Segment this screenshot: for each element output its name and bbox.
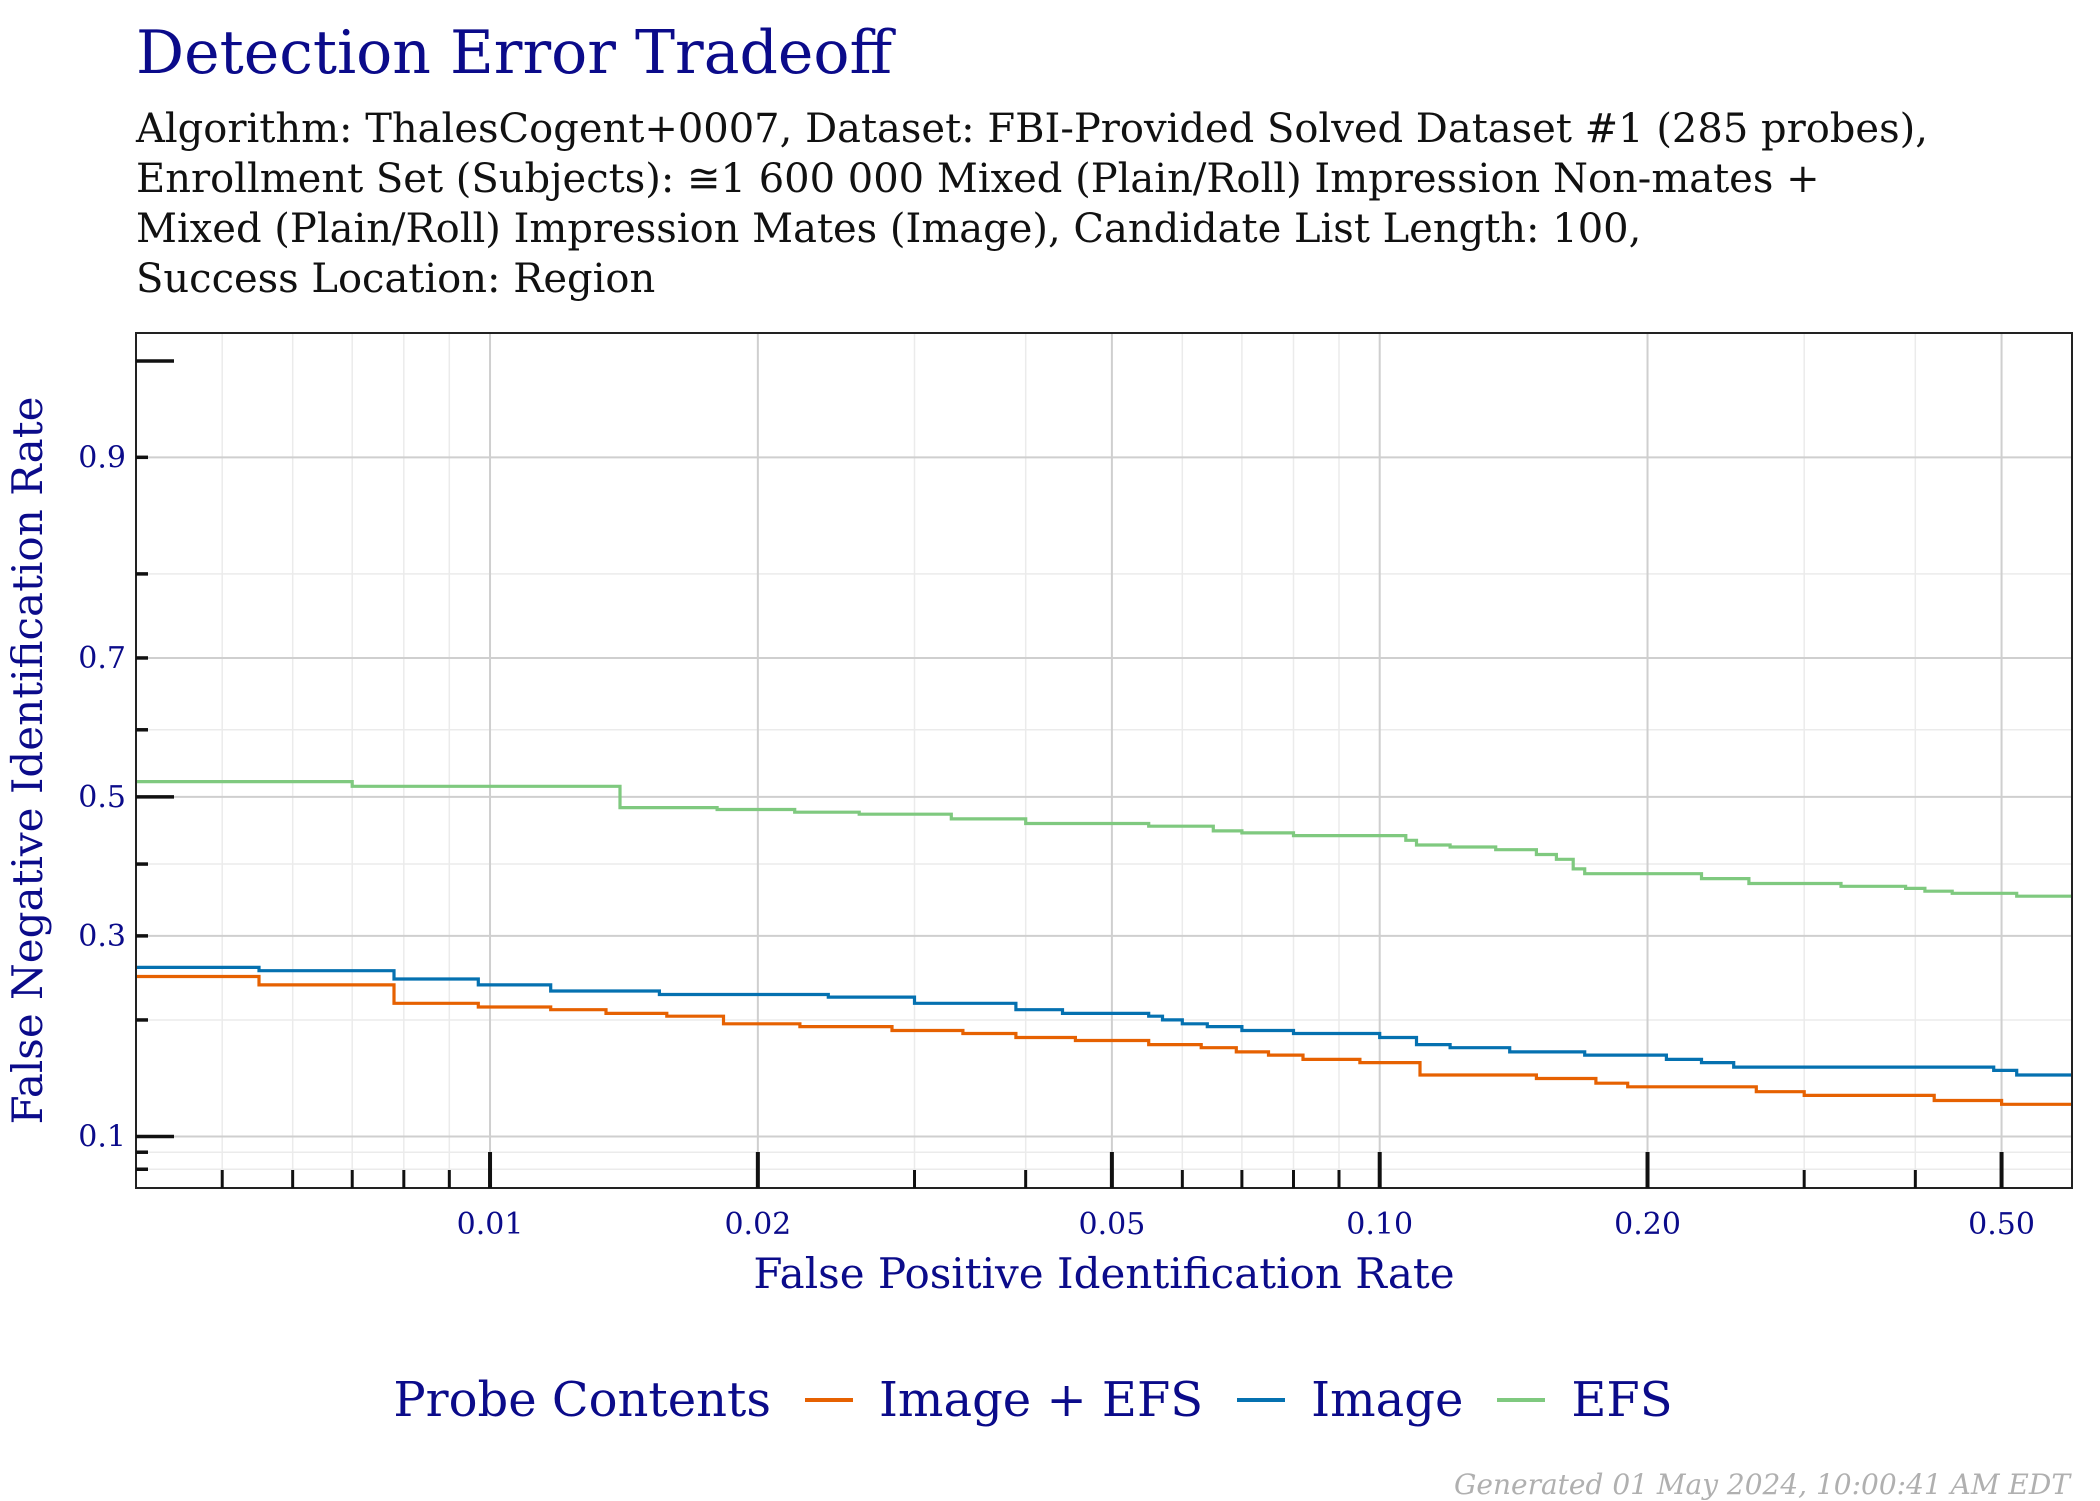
chart-subtitle: Algorithm: ThalesCogent+0007, Dataset: F… bbox=[136, 104, 1928, 304]
legend-title: Probe Contents bbox=[393, 1372, 771, 1428]
legend-item-efs: EFS bbox=[1497, 1372, 1673, 1428]
det-chart: 0.01 0.02 0.05 0.10 0.20 0.50 0.1 0.3 0.5 0.7 0.9 F… bbox=[3, 332, 2073, 1298]
legend-item-image-efs: Image + EFS bbox=[804, 1372, 1204, 1428]
y-tick-label: 0.1 bbox=[78, 1120, 126, 1155]
x-tick-label: 0.10 bbox=[1346, 1207, 1413, 1242]
x-tick-label: 0.05 bbox=[1078, 1207, 1145, 1242]
x-tick-label: 0.50 bbox=[1968, 1207, 2035, 1242]
y-tick-label: 0.7 bbox=[78, 641, 126, 676]
x-tick-label: 0.01 bbox=[457, 1207, 524, 1242]
legend-label: Image + EFS bbox=[878, 1372, 1204, 1428]
x-tick-label: 0.02 bbox=[724, 1207, 791, 1242]
y-tick-label: 0.5 bbox=[78, 780, 126, 815]
legend-label: Image bbox=[1311, 1372, 1464, 1428]
legend-item-image: Image bbox=[1237, 1372, 1463, 1428]
series-line-image-efs bbox=[136, 974, 2072, 1106]
x-axis-label: False Positive Identification Rate bbox=[753, 1249, 1454, 1298]
legend-swatch bbox=[1497, 1398, 1546, 1402]
subtitle-line: Enrollment Set (Subjects): ≅1 600 000 Mi… bbox=[136, 156, 1820, 202]
y-tick-label: 0.9 bbox=[78, 440, 126, 475]
legend: Probe Contents Image + EFS Image EFS bbox=[0, 1372, 2100, 1428]
subtitle-line: Mixed (Plain/Roll) Impression Mates (Ima… bbox=[136, 206, 1642, 252]
subtitle-line: Success Location: Region bbox=[136, 256, 656, 302]
chart-title: Detection Error Tradeoff bbox=[136, 18, 893, 88]
subtitle-line: Algorithm: ThalesCogent+0007, Dataset: F… bbox=[136, 106, 1928, 152]
legend-swatch bbox=[1237, 1398, 1286, 1402]
y-axis-label: False Negative Identification Rate bbox=[3, 397, 52, 1125]
plot-border bbox=[135, 332, 2073, 1189]
series-line-efs bbox=[136, 780, 2072, 898]
series-line-image bbox=[136, 965, 2072, 1077]
y-tick-label: 0.3 bbox=[78, 919, 126, 954]
x-tick-label: 0.20 bbox=[1614, 1207, 1681, 1242]
generated-timestamp: Generated 01 May 2024, 10:00:41 AM EDT bbox=[1454, 1468, 2070, 1501]
legend-swatch bbox=[804, 1398, 853, 1402]
legend-label: EFS bbox=[1571, 1372, 1673, 1428]
